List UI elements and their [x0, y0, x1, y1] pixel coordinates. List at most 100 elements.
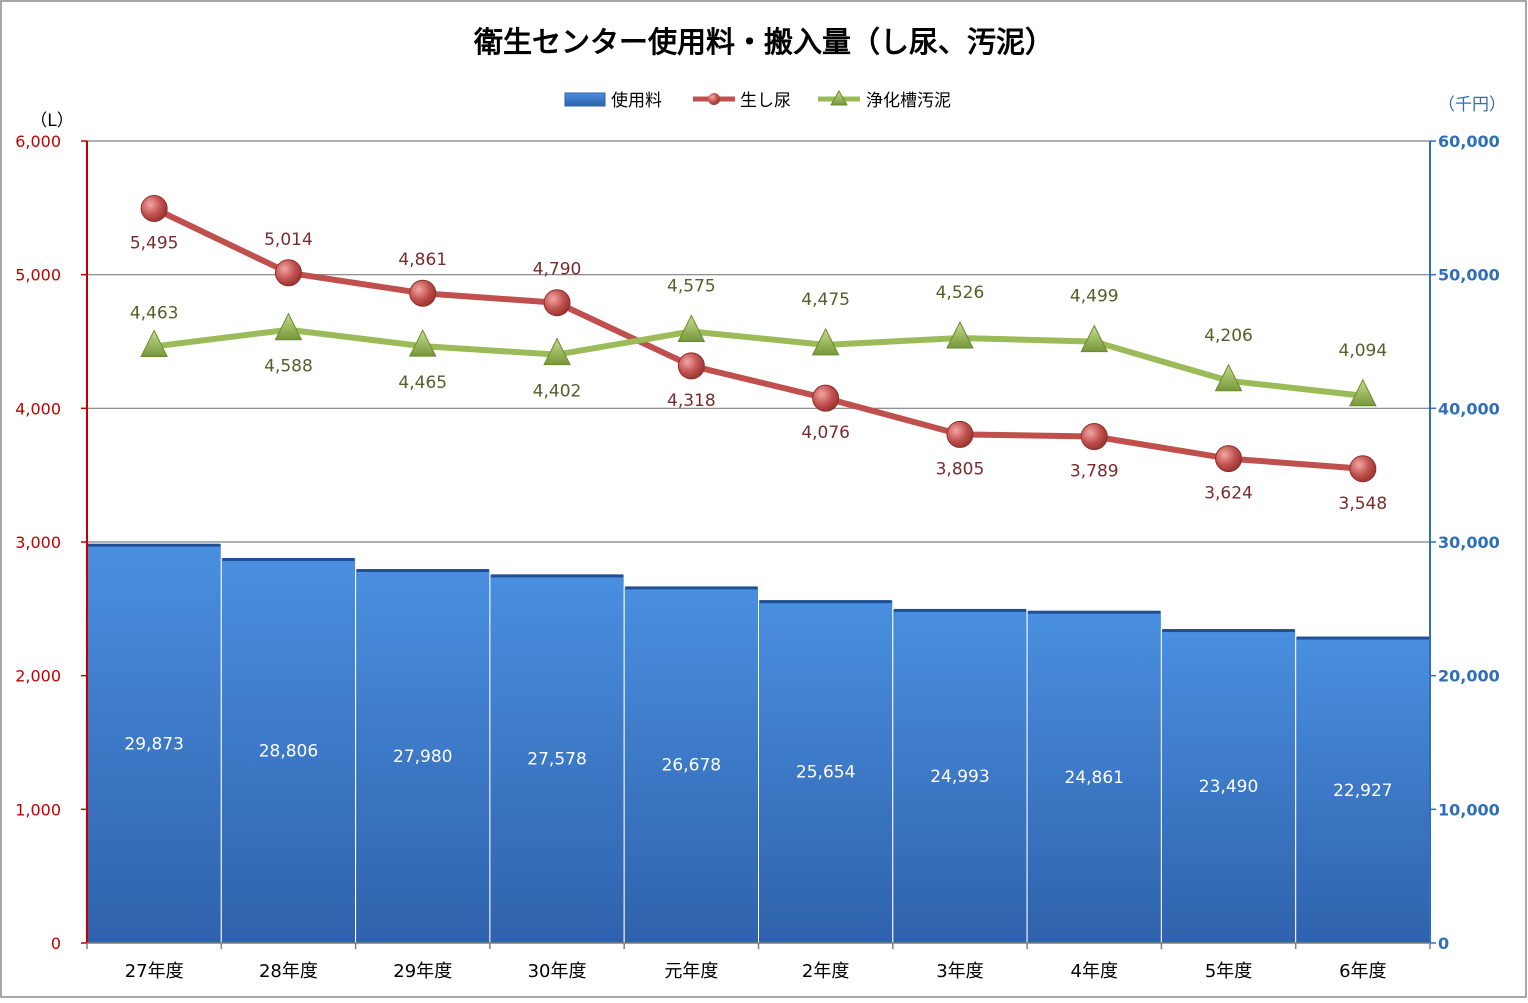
- septic-sludge-value-label: 4,475: [801, 290, 850, 310]
- night-soil-value-label: 4,318: [667, 391, 716, 411]
- legend-item-fee: 使用料: [564, 90, 662, 111]
- marker-septic-sludge: [811, 327, 840, 356]
- line-septic-sludge: [151, 326, 1366, 399]
- left-tick-label: 1,000: [15, 800, 61, 819]
- night-soil-value-label: 4,790: [533, 260, 582, 280]
- legend-bar-swatch: [564, 92, 606, 107]
- x-category-label: 5年度: [1205, 961, 1252, 982]
- legend-label-fee: 使用料: [611, 90, 662, 111]
- bar-top-edge: [88, 543, 221, 547]
- bar-fee: [1160, 628, 1297, 944]
- left-tick-label: 3,000: [15, 533, 61, 552]
- septic-sludge-value-label: 4,499: [1070, 287, 1119, 307]
- night-soil-value-label: 4,861: [398, 250, 447, 270]
- bar-top-edge: [1296, 636, 1429, 640]
- marker-night-soil: [140, 195, 168, 223]
- septic-sludge-value-label: 4,465: [398, 373, 447, 393]
- left-tick-label: 6,000: [15, 132, 61, 151]
- legend-marker-triangle: [830, 89, 848, 106]
- bar-fee: [220, 557, 357, 944]
- x-category-label: 6年度: [1339, 961, 1386, 982]
- night-soil-value-label: 3,624: [1204, 484, 1253, 504]
- bar-value-label: 27,578: [527, 750, 586, 770]
- night-soil-value-label: 3,789: [1070, 462, 1119, 482]
- right-tick-label: 40,000: [1438, 399, 1500, 418]
- marker-septic-sludge: [408, 329, 437, 357]
- chart-title: 衛生センター使用料・搬入量（し尿、汚泥）: [473, 25, 1054, 59]
- bar-fee: [355, 568, 491, 944]
- septic-sludge-value-label: 4,094: [1339, 341, 1388, 361]
- marker-septic-sludge: [1080, 324, 1109, 353]
- x-category-label: 4年度: [1071, 961, 1118, 982]
- legend-marker-circle: [708, 93, 720, 105]
- left-tick-label: 0: [51, 934, 61, 953]
- right-tick-label: 0: [1438, 934, 1449, 953]
- bar-fee: [758, 599, 894, 944]
- bar-value-label: 26,678: [662, 756, 721, 776]
- x-category-label: 27年度: [125, 961, 184, 982]
- marker-septic-sludge: [274, 312, 303, 341]
- axes: 0 1,000 2,000 3,000 4,000 5,000 6,000 0 10,000 20…: [15, 132, 1500, 982]
- night-soil-value-label: 3,548: [1339, 494, 1388, 514]
- legend-item-septic-sludge: 浄化槽汚泥: [818, 89, 951, 111]
- marker-septic-sludge: [1349, 378, 1377, 407]
- bar-top-edge: [222, 557, 355, 561]
- night-soil-value-label: 5,014: [264, 230, 313, 250]
- right-axis-unit: （千円）: [1438, 95, 1506, 115]
- line-series: [140, 195, 1377, 483]
- marker-night-soil: [677, 352, 705, 380]
- bar-top-edge: [893, 608, 1027, 612]
- marker-septic-sludge: [946, 320, 974, 349]
- x-category-label: 3年度: [936, 961, 983, 982]
- line-night-soil: [151, 205, 1366, 472]
- legend: 使用料 生し尿 浄化槽汚泥: [564, 89, 951, 111]
- night-soil-value-label: 3,805: [936, 459, 985, 479]
- right-tick-label: 20,000: [1438, 667, 1500, 686]
- x-category-label: 30年度: [528, 961, 587, 982]
- marker-night-soil: [1080, 423, 1108, 451]
- septic-sludge-value-label: 4,575: [667, 276, 716, 296]
- bar-value-label: 29,873: [124, 734, 183, 754]
- night-soil-value-label: 4,076: [801, 423, 850, 443]
- bar-value-label: 22,927: [1333, 781, 1392, 801]
- marker-septic-sludge: [543, 337, 571, 366]
- septic-sludge-value-label: 4,588: [264, 357, 313, 377]
- marker-night-soil: [543, 289, 571, 317]
- marker-night-soil: [274, 259, 302, 287]
- septic-sludge-value-label: 4,402: [533, 382, 582, 402]
- legend-label-septic-sludge: 浄化槽汚泥: [866, 91, 951, 111]
- bar-value-label: 23,490: [1199, 777, 1258, 797]
- legend-item-night-soil: 生し尿: [693, 91, 791, 111]
- marker-night-soil: [409, 279, 437, 307]
- bar-value-label: 25,654: [796, 763, 855, 783]
- left-axis-unit: （L）: [30, 111, 73, 131]
- bar-top-edge: [1162, 629, 1295, 633]
- bar-top-edge: [1028, 610, 1161, 614]
- marker-night-soil: [812, 384, 840, 412]
- bar-top-edge: [356, 569, 489, 573]
- septic-sludge-value-label: 4,463: [130, 303, 179, 323]
- night-soil-value-label: 5,495: [130, 234, 179, 254]
- right-tick-label: 60,000: [1438, 132, 1500, 151]
- legend-label-night-soil: 生し尿: [740, 91, 791, 111]
- bar-series: [86, 543, 1431, 944]
- bar-value-label: 24,993: [930, 767, 989, 787]
- bar-value-label: 24,861: [1065, 768, 1124, 788]
- bar-fee: [86, 543, 222, 944]
- left-tick-label: 2,000: [15, 667, 61, 686]
- bar-top-edge: [625, 586, 758, 590]
- x-category-label: 元年度: [664, 961, 718, 982]
- bar-fee: [489, 573, 625, 944]
- data-labels: 29,873 28,806 27,980 27,578 26,678 25,654 24,9…: [124, 230, 1392, 801]
- marker-night-soil: [1215, 445, 1243, 473]
- left-tick-label: 5,000: [15, 266, 61, 285]
- right-tick-label: 30,000: [1438, 533, 1500, 552]
- bar-top-edge: [759, 600, 892, 604]
- bar-value-label: 28,806: [259, 741, 318, 761]
- x-category-label: 2年度: [802, 961, 849, 982]
- septic-sludge-value-label: 4,526: [936, 283, 985, 303]
- bar-value-label: 27,980: [393, 747, 452, 767]
- x-category-label: 28年度: [259, 961, 318, 982]
